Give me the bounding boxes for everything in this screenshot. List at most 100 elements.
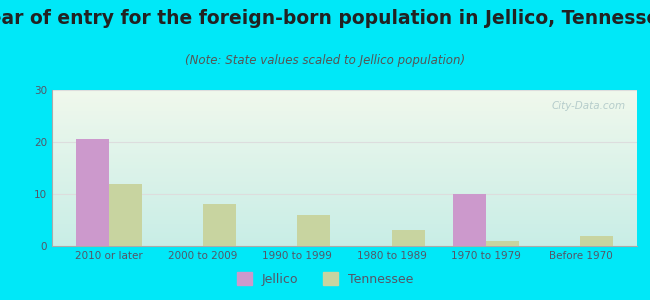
- Bar: [52, 178, 637, 179]
- Bar: [52, 225, 637, 226]
- Bar: [52, 173, 637, 174]
- Bar: [52, 221, 637, 222]
- Bar: [52, 146, 637, 147]
- Bar: [52, 92, 637, 93]
- Bar: [109, 184, 142, 246]
- Bar: [52, 164, 637, 165]
- Bar: [52, 195, 637, 196]
- Bar: [392, 230, 424, 246]
- Bar: [52, 157, 637, 158]
- Bar: [52, 227, 637, 228]
- Bar: [52, 116, 637, 117]
- Bar: [453, 194, 486, 246]
- Bar: [52, 197, 637, 198]
- Bar: [52, 211, 637, 212]
- Bar: [52, 108, 637, 109]
- Bar: [52, 134, 637, 135]
- Bar: [52, 177, 637, 178]
- Bar: [52, 110, 637, 111]
- Bar: [52, 193, 637, 194]
- Bar: [52, 166, 637, 167]
- Bar: [52, 107, 637, 108]
- Bar: [52, 123, 637, 124]
- Bar: [52, 130, 637, 131]
- Bar: [52, 239, 637, 240]
- Bar: [52, 141, 637, 142]
- Bar: [52, 198, 637, 199]
- Bar: [52, 167, 637, 168]
- Bar: [52, 161, 637, 162]
- Bar: [52, 218, 637, 219]
- Bar: [52, 180, 637, 181]
- Bar: [52, 142, 637, 143]
- Bar: [486, 241, 519, 246]
- Bar: [52, 205, 637, 206]
- Bar: [52, 199, 637, 200]
- Bar: [52, 182, 637, 183]
- Bar: [52, 235, 637, 236]
- Bar: [52, 137, 637, 138]
- Bar: [52, 131, 637, 132]
- Bar: [52, 241, 637, 242]
- Bar: [52, 135, 637, 136]
- Bar: [52, 112, 637, 113]
- Bar: [52, 184, 637, 185]
- Bar: [52, 224, 637, 225]
- Bar: [52, 148, 637, 149]
- Bar: [52, 245, 637, 246]
- Bar: [52, 100, 637, 101]
- Bar: [52, 94, 637, 95]
- Bar: [52, 186, 637, 187]
- Bar: [52, 187, 637, 188]
- Bar: [52, 105, 637, 106]
- Bar: [52, 210, 637, 211]
- Bar: [52, 98, 637, 99]
- Bar: [52, 106, 637, 107]
- Bar: [52, 95, 637, 96]
- Text: Year of entry for the foreign-born population in Jellico, Tennessee: Year of entry for the foreign-born popul…: [0, 9, 650, 28]
- Bar: [52, 214, 637, 215]
- Bar: [52, 208, 637, 209]
- Bar: [52, 140, 637, 141]
- Bar: [52, 242, 637, 243]
- Bar: [52, 174, 637, 175]
- Bar: [52, 122, 637, 123]
- Bar: [52, 151, 637, 152]
- Bar: [52, 196, 637, 197]
- Bar: [52, 240, 637, 241]
- Bar: [52, 145, 637, 146]
- Bar: [52, 172, 637, 173]
- Bar: [52, 216, 637, 217]
- Bar: [52, 143, 637, 144]
- Bar: [52, 125, 637, 126]
- Bar: [52, 194, 637, 195]
- Bar: [52, 189, 637, 190]
- Bar: [52, 144, 637, 145]
- Bar: [52, 124, 637, 125]
- Bar: [52, 117, 637, 118]
- Bar: [52, 190, 637, 191]
- Bar: [52, 155, 637, 156]
- Bar: [52, 191, 637, 192]
- Bar: [52, 175, 637, 176]
- Bar: [52, 118, 637, 119]
- Bar: [52, 203, 637, 204]
- Bar: [52, 223, 637, 224]
- Bar: [52, 213, 637, 214]
- Bar: [52, 236, 637, 237]
- Bar: [52, 243, 637, 244]
- Bar: [52, 163, 637, 164]
- Bar: [52, 200, 637, 201]
- Bar: [52, 150, 637, 151]
- Bar: [52, 101, 637, 102]
- Bar: [52, 207, 637, 208]
- Bar: [52, 226, 637, 227]
- Bar: [52, 168, 637, 169]
- Bar: [52, 128, 637, 129]
- Bar: [52, 209, 637, 210]
- Bar: [52, 204, 637, 205]
- Bar: [52, 201, 637, 202]
- Bar: [52, 113, 637, 114]
- Bar: [52, 233, 637, 234]
- Bar: [52, 228, 637, 229]
